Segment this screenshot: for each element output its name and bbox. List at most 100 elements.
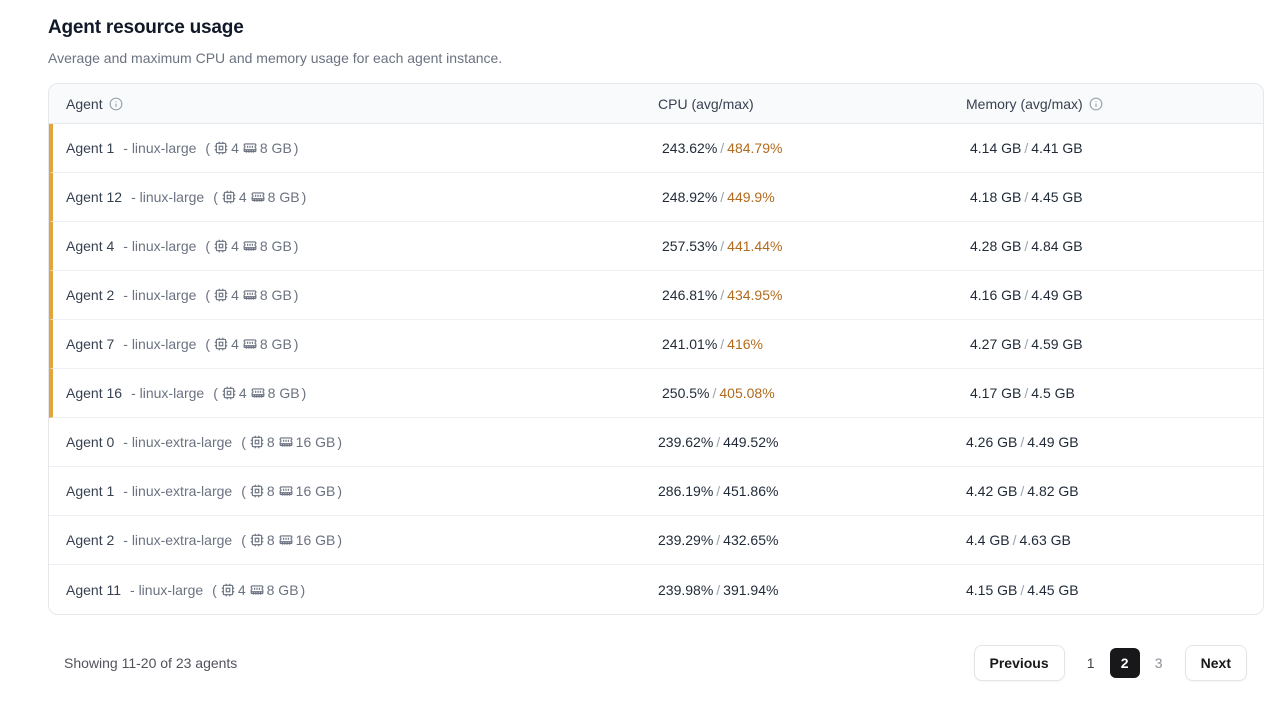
memory-icon: [241, 288, 258, 302]
cpu-avg: 246.81%: [662, 287, 718, 303]
column-cpu-label: CPU (avg/max): [658, 95, 754, 112]
column-agent-label: Agent: [66, 95, 103, 112]
memory-avg: 4.16 GB: [970, 287, 1022, 303]
cpu-max: 434.95%: [727, 287, 783, 303]
agent-name: Agent 0: [66, 434, 115, 450]
next-button[interactable]: Next: [1184, 645, 1247, 681]
memory-cell: 4.4 GB/4.63 GB: [949, 532, 1263, 548]
agent-cell: Agent 2 - linux-extra-large ( 8 16 GB ): [49, 532, 641, 548]
cpu-count: 4: [231, 140, 239, 156]
previous-button[interactable]: Previous: [973, 645, 1065, 681]
paren-open: (: [213, 385, 218, 401]
memory-icon: [277, 484, 294, 498]
agent-runner-type: - linux-large: [131, 189, 205, 205]
slash-separator: /: [1020, 434, 1025, 450]
page-button-2[interactable]: 2: [1109, 648, 1140, 678]
memory-size: 8 GB: [267, 189, 300, 205]
slash-separator: /: [716, 434, 721, 450]
cpu-avg: 257.53%: [662, 238, 718, 254]
memory-avg: 4.28 GB: [970, 238, 1022, 254]
table-row: Agent 2 - linux-extra-large ( 8 16 GB ) …: [49, 516, 1263, 565]
agent-specs: ( 8 16 GB ): [241, 532, 342, 548]
slash-separator: /: [712, 385, 717, 401]
agent-name: Agent 1: [66, 483, 115, 499]
cpu-max: 451.86%: [723, 483, 779, 499]
paren-close: ): [293, 238, 299, 254]
memory-cell: 4.17 GB/4.5 GB: [953, 385, 1263, 401]
info-icon[interactable]: [109, 97, 123, 111]
table-row: Agent 7 - linux-large ( 4 8 GB ) 241.01%…: [49, 320, 1263, 369]
agent-name: Agent 2: [66, 287, 115, 303]
agent-runner-type: - linux-large: [123, 238, 197, 254]
info-icon[interactable]: [1089, 97, 1103, 111]
cpu-max: 416%: [727, 336, 763, 352]
memory-max: 4.49 GB: [1027, 434, 1079, 450]
agent-specs: ( 4 8 GB ): [213, 189, 306, 205]
cpu-icon: [219, 583, 236, 597]
memory-size: 8 GB: [266, 581, 299, 598]
cpu-avg: 286.19%: [658, 483, 714, 499]
table-row: Agent 2 - linux-large ( 4 8 GB ) 246.81%…: [49, 271, 1263, 320]
slash-separator: /: [720, 189, 725, 205]
paren-open: (: [212, 581, 217, 598]
page: Agent resource usage Average and maximum…: [48, 17, 1264, 681]
cpu-max: 405.08%: [719, 385, 775, 401]
cpu-max: 484.79%: [727, 140, 783, 156]
cpu-icon: [248, 533, 265, 547]
cpu-avg: 250.5%: [662, 385, 710, 401]
memory-icon: [277, 435, 294, 449]
memory-max: 4.5 GB: [1031, 385, 1075, 401]
page-button-3[interactable]: 3: [1154, 655, 1163, 671]
cpu-cell: 257.53%/441.44%: [645, 238, 953, 254]
cpu-avg: 239.98%: [658, 581, 714, 598]
cpu-count: 8: [266, 434, 275, 450]
agent-cell: Agent 4 - linux-large ( 4 8 GB ): [53, 238, 645, 254]
memory-cell: 4.27 GB/4.59 GB: [953, 336, 1263, 352]
page-subtitle: Average and maximum CPU and memory usage…: [48, 50, 503, 66]
page-button-1[interactable]: 1: [1086, 655, 1095, 671]
agent-runner-type: - linux-large: [130, 581, 204, 598]
memory-size: 16 GB: [295, 483, 336, 499]
column-memory-label: Memory (avg/max): [966, 95, 1083, 112]
table-row: Agent 0 - linux-extra-large ( 8 16 GB ) …: [49, 418, 1263, 467]
agent-runner-type: - linux-large: [123, 287, 197, 303]
slash-separator: /: [720, 336, 725, 352]
agent-cell: Agent 7 - linux-large ( 4 8 GB ): [53, 336, 645, 352]
memory-max: 4.41 GB: [1031, 140, 1083, 156]
memory-avg: 4.15 GB: [966, 581, 1018, 598]
slash-separator: /: [1024, 140, 1029, 156]
cpu-cell: 239.62%/449.52%: [641, 434, 949, 450]
agent-runner-type: - linux-large: [131, 385, 205, 401]
agent-specs: ( 8 16 GB ): [241, 483, 342, 499]
cpu-icon: [220, 190, 237, 204]
slash-separator: /: [720, 287, 725, 303]
memory-icon: [249, 190, 266, 204]
cpu-count: 4: [237, 581, 246, 598]
cpu-count: 4: [238, 385, 247, 401]
paren-close: ): [293, 287, 299, 303]
memory-cell: 4.42 GB/4.82 GB: [949, 483, 1263, 499]
paren-open: (: [213, 189, 218, 205]
cpu-icon: [212, 141, 229, 155]
cpu-cell: 239.29%/432.65%: [641, 532, 949, 548]
table-body: Agent 1 - linux-large ( 4 8 GB ) 243.62%…: [49, 124, 1263, 614]
paren-close: ): [337, 483, 343, 499]
slash-separator: /: [720, 140, 725, 156]
cpu-count: 4: [231, 238, 239, 254]
memory-avg: 4.4 GB: [966, 532, 1010, 548]
table-header: Agent CPU (avg/max) Memory (avg/max): [49, 84, 1263, 124]
agent-usage-table: Agent CPU (avg/max) Memory (avg/max) Age…: [48, 83, 1264, 615]
cpu-max: 391.94%: [723, 581, 779, 598]
memory-cell: 4.26 GB/4.49 GB: [949, 434, 1263, 450]
agent-cell: Agent 16 - linux-large ( 4 8 GB ): [53, 385, 645, 401]
agent-specs: ( 4 8 GB ): [205, 140, 298, 156]
slash-separator: /: [1020, 581, 1025, 598]
memory-cell: 4.15 GB/4.45 GB: [949, 582, 1263, 598]
agent-cell: Agent 2 - linux-large ( 4 8 GB ): [53, 287, 645, 303]
paren-open: (: [241, 532, 246, 548]
agent-name: Agent 1: [66, 140, 115, 156]
agent-specs: ( 4 8 GB ): [205, 238, 298, 254]
slash-separator: /: [1020, 483, 1025, 499]
